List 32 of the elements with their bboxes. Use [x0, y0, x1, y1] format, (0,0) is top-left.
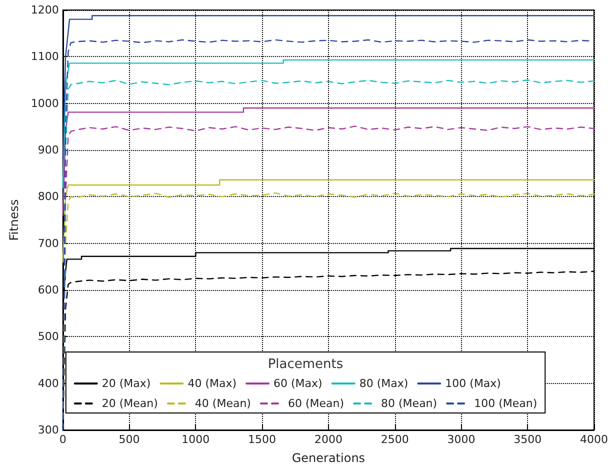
y-tick-label: 1100: [30, 50, 59, 64]
y-tick-label: 900: [38, 144, 59, 156]
legend-title: Placements: [268, 357, 344, 372]
legend-label: 100 (Max): [445, 377, 501, 390]
legend-label: 60 (Mean): [288, 397, 344, 410]
y-tick-label: 500: [38, 330, 59, 344]
legend-label: 80 (Mean): [381, 397, 438, 410]
legend-label: 60 (Max): [274, 377, 322, 390]
y-axis-title: Fitness: [7, 199, 21, 241]
x-tick-label: 1000: [182, 433, 210, 446]
y-tick-label: 400: [38, 376, 59, 390]
x-tick-label: 4000: [580, 433, 608, 446]
x-tick-label: 2500: [380, 433, 409, 446]
legend-label: 100 (Mean): [474, 397, 538, 410]
legend-label: 40 (Mean): [194, 397, 251, 410]
x-tick-label: 1500: [248, 433, 276, 446]
x-tick-label: 3500: [514, 433, 542, 446]
legend-label: 40 (Max): [188, 377, 237, 390]
y-tick-label: 300: [38, 424, 59, 436]
legend-label: 20 (Mean): [102, 397, 158, 410]
x-tick-label: 0: [59, 433, 66, 446]
legend-label: 80 (Max): [359, 377, 408, 390]
y-tick-label: 800: [38, 190, 59, 204]
y-tick-label: 600: [38, 284, 59, 296]
y-tick-label: 700: [38, 236, 59, 250]
x-tick-label: 3000: [447, 433, 476, 446]
y-tick-label: 1200: [30, 4, 59, 16]
x-tick-label: 500: [118, 433, 140, 446]
x-axis-title: Generations: [292, 451, 366, 465]
legend-label: 20 (Max): [102, 377, 151, 390]
x-tick-label: 2000: [314, 433, 342, 446]
y-tick-label: 1000: [30, 96, 59, 110]
